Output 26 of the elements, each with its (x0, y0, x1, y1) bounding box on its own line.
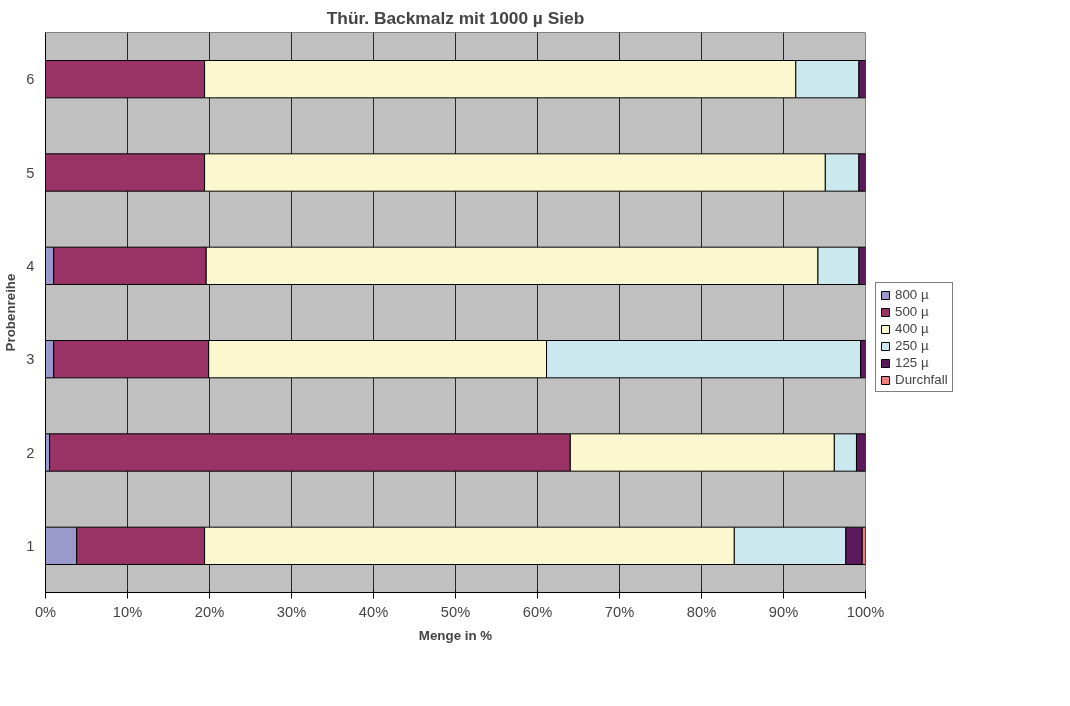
x-tick-label: 10% (112, 603, 143, 620)
y-tick-label: 6 (26, 71, 35, 88)
legend-label: 500 µ (895, 304, 929, 319)
y-tick-label: 1 (26, 537, 35, 554)
y-tick-label: 4 (26, 257, 35, 274)
x-tick-label: 30% (276, 603, 307, 620)
y-tick-label: 2 (26, 444, 35, 461)
x-tick-label: 100% (846, 603, 885, 620)
x-tick-label: 60% (522, 603, 553, 620)
legend-label: 250 µ (895, 338, 929, 353)
x-tick-label: 50% (440, 603, 471, 620)
y-tick-label: 3 (26, 351, 35, 368)
x-tick-label: 90% (768, 603, 799, 620)
x-tick-label: 0% (34, 603, 57, 620)
x-tick-label: 20% (194, 603, 225, 620)
legend-label: 800 µ (895, 287, 929, 302)
x-tick-label: 70% (604, 603, 635, 620)
legend-label: Durchfall (895, 372, 948, 387)
x-tick-label: 80% (686, 603, 717, 620)
x-tick-label: 40% (358, 603, 389, 620)
chart-title: Thür. Backmalz mit 1000 µ Sieb (326, 7, 585, 28)
y-tick-label: 5 (26, 164, 35, 181)
legend-label: 400 µ (895, 321, 929, 336)
y-axis-title: Probenreihe (3, 273, 19, 352)
legend-label: 125 µ (895, 355, 929, 370)
x-axis-title: Menge in % (418, 627, 493, 643)
